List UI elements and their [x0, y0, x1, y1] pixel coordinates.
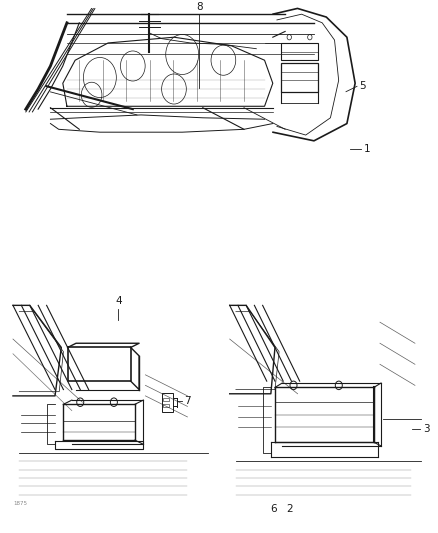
- Text: 7: 7: [184, 397, 191, 406]
- Text: 1875: 1875: [13, 502, 27, 506]
- Text: 8: 8: [196, 2, 203, 12]
- Text: 3: 3: [423, 424, 429, 434]
- Text: 5: 5: [359, 82, 366, 91]
- Text: 2: 2: [286, 504, 293, 514]
- Text: 1: 1: [364, 144, 370, 154]
- Text: 4: 4: [115, 296, 122, 306]
- Text: 6: 6: [270, 504, 277, 514]
